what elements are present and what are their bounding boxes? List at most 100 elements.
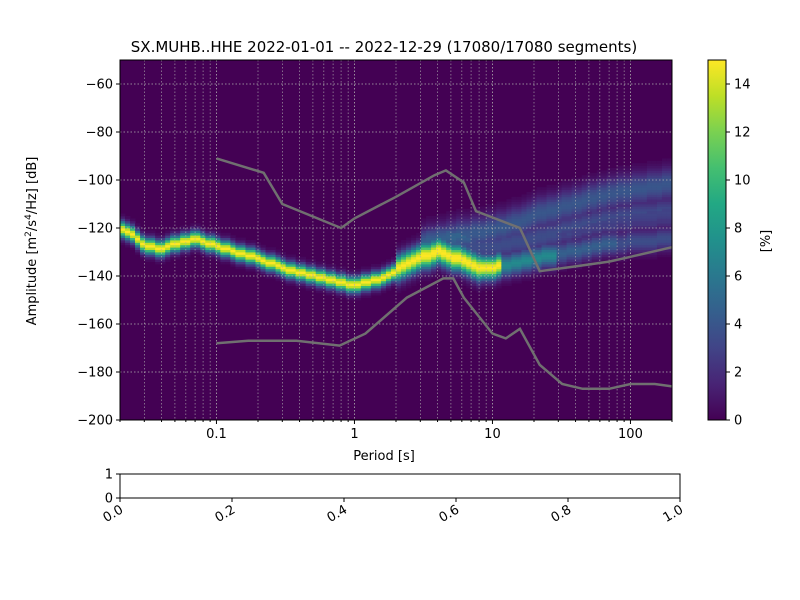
heatmap-cell bbox=[656, 252, 663, 255]
heatmap-cell bbox=[616, 211, 623, 214]
heatmap-cell bbox=[561, 208, 568, 212]
heatmap-cell bbox=[461, 228, 467, 231]
heatmap-cell bbox=[616, 220, 623, 224]
heatmap-cell bbox=[661, 244, 668, 248]
heatmap-cell bbox=[130, 220, 136, 224]
heatmap-cell bbox=[135, 223, 141, 226]
heatmap-cell bbox=[220, 242, 226, 246]
heatmap-cell bbox=[275, 249, 281, 253]
heatmap-cell bbox=[631, 247, 638, 250]
heatmap-cell bbox=[335, 273, 342, 277]
heatmap-cell bbox=[591, 223, 598, 226]
heatmap-cell bbox=[661, 165, 668, 169]
heatmap-cell bbox=[636, 237, 643, 241]
heatmap-cell bbox=[661, 220, 668, 224]
heatmap-cell bbox=[365, 278, 372, 282]
heatmap-cell bbox=[481, 280, 487, 284]
heatmap-cell bbox=[666, 160, 673, 164]
heatmap-cell bbox=[626, 232, 633, 236]
heatmap-cell bbox=[601, 180, 608, 183]
heatmap-cell bbox=[461, 252, 467, 255]
heatmap-cell bbox=[536, 232, 542, 236]
heatmap-cell bbox=[210, 235, 216, 238]
heatmap-cell bbox=[626, 208, 633, 212]
heatmap-cell bbox=[576, 244, 583, 248]
heatmap-cell bbox=[551, 230, 557, 234]
heatmap-cell bbox=[390, 285, 397, 289]
heatmap-cell bbox=[516, 218, 522, 222]
heatmap-cell bbox=[300, 271, 307, 274]
heatmap-cell bbox=[586, 177, 593, 181]
heatmap-cell bbox=[581, 261, 588, 265]
heatmap-cell bbox=[350, 297, 357, 301]
heatmap-cell bbox=[380, 288, 387, 291]
heatmap-cell bbox=[621, 223, 628, 226]
heatmap-cell bbox=[596, 180, 603, 183]
heatmap-cell bbox=[511, 199, 517, 202]
heatmap-cell bbox=[220, 261, 226, 265]
heatmap-cell bbox=[506, 204, 512, 207]
heatmap-cell bbox=[325, 292, 332, 296]
heatmap-cell bbox=[406, 271, 412, 274]
heatmap-cell bbox=[300, 273, 307, 277]
heatmap-cell bbox=[190, 223, 196, 226]
heatmap-cell bbox=[481, 273, 487, 277]
heatmap-cell bbox=[330, 285, 337, 289]
heatmap-cell bbox=[456, 276, 462, 279]
heatmap-cell bbox=[380, 280, 387, 284]
heatmap-cell bbox=[551, 196, 557, 200]
heatmap-cell bbox=[636, 216, 643, 219]
heatmap-cell bbox=[220, 235, 226, 238]
heatmap-cell bbox=[461, 237, 467, 241]
heatmap-cell bbox=[390, 278, 397, 282]
heatmap-cell bbox=[571, 184, 578, 188]
heatmap-cell bbox=[195, 244, 201, 248]
heatmap-cell bbox=[666, 244, 673, 248]
heatmap-cell bbox=[300, 278, 307, 282]
heatmap-cell bbox=[551, 213, 557, 217]
heatmap-cell bbox=[631, 220, 638, 224]
heatmap-cell bbox=[195, 242, 201, 246]
heatmap-cell bbox=[250, 261, 256, 265]
heatmap-cell bbox=[666, 254, 673, 258]
heatmap-cell bbox=[466, 254, 472, 258]
heatmap-cell bbox=[451, 223, 457, 226]
heatmap-cell bbox=[546, 213, 552, 217]
heatmap-cell bbox=[556, 256, 562, 260]
heatmap-cell bbox=[416, 268, 422, 272]
heatmap-cell bbox=[546, 184, 552, 188]
heatmap-cell bbox=[526, 276, 532, 279]
heatmap-cell bbox=[656, 168, 663, 171]
heatmap-cell bbox=[581, 247, 588, 250]
heatmap-cell bbox=[456, 268, 462, 272]
heatmap-cell bbox=[180, 249, 186, 253]
heatmap-cell bbox=[260, 249, 266, 253]
heatmap-cell bbox=[516, 266, 522, 270]
heatmap-cell bbox=[651, 187, 658, 190]
heatmap-cell bbox=[656, 244, 663, 248]
heatmap-cell bbox=[566, 256, 573, 260]
heatmap-cell bbox=[586, 259, 593, 262]
heatmap-cell bbox=[360, 285, 367, 289]
heatmap-cell bbox=[360, 280, 367, 284]
heatmap-cell bbox=[641, 182, 648, 186]
heatmap-cell bbox=[375, 273, 382, 277]
heatmap-cell bbox=[641, 254, 648, 258]
heatmap-cell bbox=[436, 213, 442, 217]
heatmap-cell bbox=[641, 216, 648, 219]
heatmap-cell bbox=[656, 213, 663, 217]
heatmap-cell bbox=[546, 264, 552, 267]
heatmap-cell bbox=[441, 273, 447, 277]
heatmap-cell bbox=[611, 182, 618, 186]
heatmap-cell bbox=[295, 256, 302, 260]
heatmap-cell bbox=[295, 261, 302, 265]
heatmap-cell bbox=[476, 280, 482, 284]
heatmap-cell bbox=[135, 232, 141, 236]
heatmap-cell bbox=[661, 240, 668, 243]
heatmap-cell bbox=[370, 278, 377, 282]
heatmap-cell bbox=[491, 211, 497, 214]
heatmap-cell bbox=[576, 232, 583, 236]
heatmap-cell bbox=[406, 280, 412, 284]
heatmap-cell bbox=[636, 208, 643, 212]
